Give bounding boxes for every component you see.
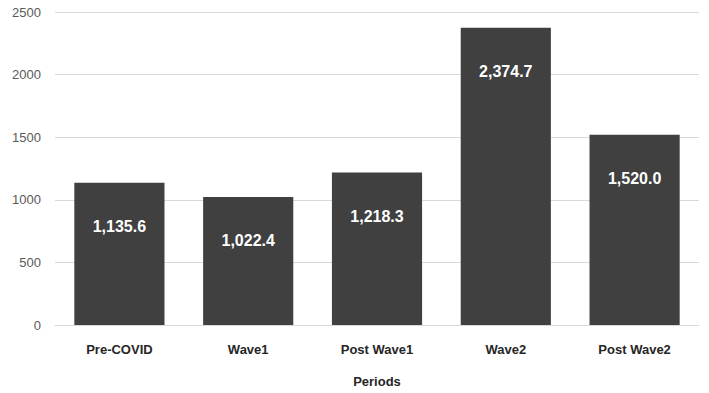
svg-text:1,135.6: 1,135.6 <box>93 218 146 235</box>
svg-text:2000: 2000 <box>12 67 41 82</box>
svg-text:Post Wave1: Post Wave1 <box>341 342 414 357</box>
svg-text:Post Wave2: Post Wave2 <box>598 342 671 357</box>
svg-text:2,374.7: 2,374.7 <box>479 63 532 80</box>
svg-text:Periods: Periods <box>353 374 401 389</box>
svg-text:Wave1: Wave1 <box>228 342 269 357</box>
svg-text:500: 500 <box>19 255 41 270</box>
svg-text:1,022.4: 1,022.4 <box>222 232 275 249</box>
svg-text:2500: 2500 <box>12 5 41 20</box>
svg-text:1,218.3: 1,218.3 <box>350 208 403 225</box>
svg-text:0: 0 <box>34 318 41 333</box>
svg-text:1000: 1000 <box>12 192 41 207</box>
svg-text:1,520.0: 1,520.0 <box>608 170 661 187</box>
svg-text:Pre-COVID: Pre-COVID <box>86 342 152 357</box>
svg-text:1500: 1500 <box>12 130 41 145</box>
svg-text:Wave2: Wave2 <box>485 342 526 357</box>
